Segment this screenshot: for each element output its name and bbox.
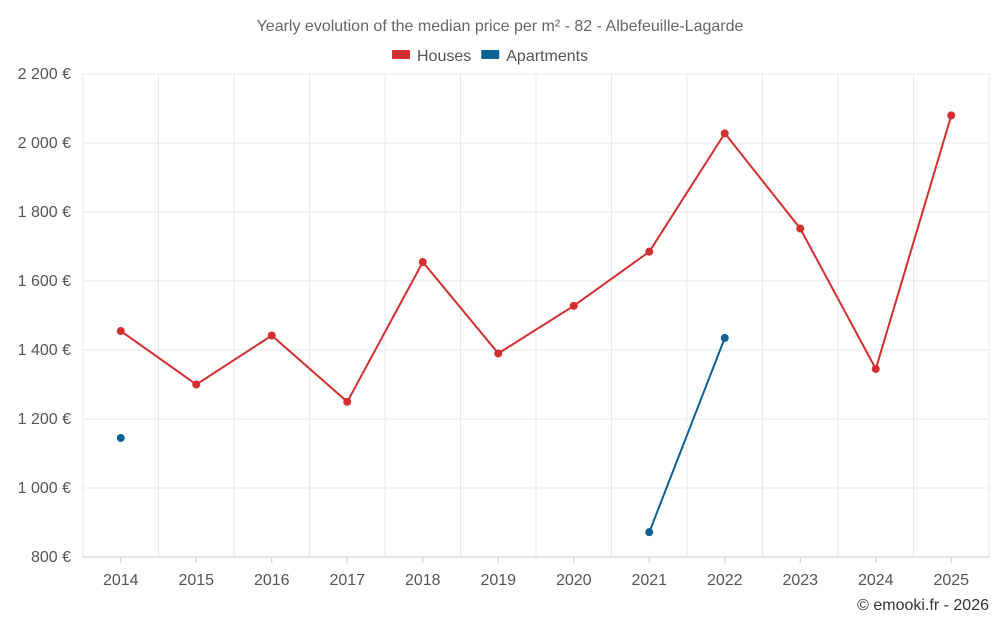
x-tick-label: 2017 <box>329 572 365 589</box>
x-tick-label: 2025 <box>933 572 969 589</box>
gridlines <box>82 73 990 558</box>
series-line-houses <box>120 115 953 404</box>
x-tick-label: 2024 <box>858 572 894 589</box>
x-tick-label: 2022 <box>707 572 743 589</box>
y-axis: 800 € 1 000 € 1 200 € 1 400 € 1 600 € 1 800 €… <box>18 66 71 566</box>
x-tick-label: 2018 <box>405 572 441 589</box>
legend: Houses Apartments <box>392 48 588 65</box>
y-tick-label: 2 000 € <box>18 135 71 152</box>
x-tick-label: 2015 <box>178 572 214 589</box>
y-tick-label: 1 200 € <box>18 411 71 428</box>
data-point-houses[interactable] <box>116 327 125 336</box>
x-axis: 2014 2015 2016 2017 2018 2019 2020 2021 2022 2023… <box>83 556 989 589</box>
credit-text: © emooki.fr - 2026 <box>857 597 989 614</box>
data-point-houses[interactable] <box>418 258 427 267</box>
data-point-apartments[interactable] <box>720 333 729 342</box>
legend-swatch <box>481 50 500 59</box>
x-tick-label: 2019 <box>480 572 516 589</box>
y-tick-label: 1 400 € <box>18 342 71 359</box>
data-point-houses[interactable] <box>569 301 578 310</box>
data-point-houses[interactable] <box>796 224 805 233</box>
legend-item-apartments[interactable]: Apartments <box>481 48 588 65</box>
chart-title: Yearly evolution of the median price per… <box>257 18 744 35</box>
data-point-apartments[interactable] <box>116 433 125 442</box>
data-point-houses[interactable] <box>192 380 201 389</box>
plot-series <box>116 111 956 537</box>
x-tick-label: 2023 <box>782 572 818 589</box>
data-point-houses[interactable] <box>267 331 276 340</box>
data-point-houses[interactable] <box>947 111 956 120</box>
x-tick-label: 2020 <box>556 572 592 589</box>
data-point-houses[interactable] <box>494 349 503 358</box>
legend-label: Apartments <box>506 48 588 65</box>
x-tick-label: 2021 <box>631 572 667 589</box>
y-tick-label: 1 600 € <box>18 273 71 290</box>
data-point-houses[interactable] <box>645 247 654 256</box>
legend-item-houses[interactable]: Houses <box>392 48 471 65</box>
y-tick-label: 1 800 € <box>18 204 71 221</box>
data-point-houses[interactable] <box>343 397 352 406</box>
legend-swatch <box>392 50 410 59</box>
data-point-houses[interactable] <box>871 364 880 373</box>
legend-label: Houses <box>417 48 471 65</box>
x-tick-label: 2016 <box>254 572 290 589</box>
series-line-apartments <box>648 337 726 533</box>
y-tick-label: 2 200 € <box>18 66 71 83</box>
x-tick-label: 2014 <box>103 572 139 589</box>
y-tick-label: 1 000 € <box>18 480 71 497</box>
data-point-apartments[interactable] <box>645 528 654 537</box>
y-tick-label: 800 € <box>31 549 71 566</box>
data-point-houses[interactable] <box>720 129 729 138</box>
